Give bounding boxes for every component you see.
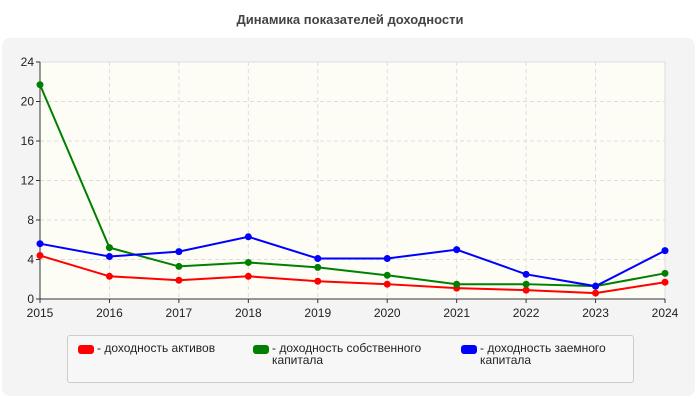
data-point: [453, 280, 461, 288]
legend-item-assets: - доходность активов: [78, 342, 257, 354]
series-line-1: [39, 84, 666, 288]
y-tick-label: 24: [21, 55, 35, 69]
data-point: [383, 255, 391, 263]
y-tick-label: 12: [21, 174, 35, 188]
data-point: [661, 269, 669, 277]
y-tick-label: 0: [27, 292, 34, 306]
y-tick-label: 16: [21, 134, 35, 148]
data-point: [522, 270, 530, 278]
legend-item-equity: - доходность собственного капитала: [253, 342, 432, 366]
x-tick-label: 2021: [443, 306, 470, 320]
data-point: [661, 278, 669, 286]
legend-swatch: [253, 345, 269, 354]
data-point: [592, 282, 600, 290]
data-point: [244, 258, 252, 266]
legend: - доходность активов - доходность собств…: [67, 335, 634, 383]
data-point: [175, 248, 183, 256]
data-point: [36, 81, 44, 89]
legend-item-debt: - доходность заемного капитала: [461, 342, 640, 366]
series-line-0: [39, 254, 666, 295]
x-tick-label: 2017: [166, 306, 193, 320]
data-point: [661, 247, 669, 255]
data-point: [244, 233, 252, 241]
x-tick-label: 2024: [652, 306, 679, 320]
data-point: [592, 289, 600, 297]
data-point: [522, 280, 530, 288]
data-point: [105, 272, 113, 280]
data-point: [383, 280, 391, 288]
legend-label: - доходность собственного капитала: [272, 341, 422, 367]
x-tick-label: 2023: [582, 306, 609, 320]
series-line-2: [39, 235, 666, 288]
data-point: [105, 244, 113, 252]
legend-swatch: [78, 345, 94, 354]
data-point: [453, 246, 461, 254]
data-point: [175, 262, 183, 270]
legend-label: - доходность активов: [97, 341, 216, 355]
data-point: [383, 271, 391, 279]
y-tick-label: 4: [27, 253, 34, 267]
data-point: [36, 252, 44, 260]
data-point: [175, 276, 183, 284]
x-tick-label: 2015: [27, 306, 54, 320]
x-tick-label: 2016: [96, 306, 123, 320]
data-point: [36, 240, 44, 248]
legend-swatch: [461, 345, 477, 354]
data-point: [314, 263, 322, 271]
y-tick-label: 20: [21, 95, 35, 109]
x-tick-label: 2018: [235, 306, 262, 320]
legend-label: - доходность заемного капитала: [480, 341, 606, 367]
x-tick-label: 2022: [513, 306, 540, 320]
data-point: [105, 253, 113, 261]
data-point: [522, 286, 530, 294]
chart-title: Динамика показателей доходности: [236, 12, 464, 27]
data-point: [314, 277, 322, 285]
data-point: [244, 272, 252, 280]
x-tick-label: 2020: [374, 306, 401, 320]
x-tick-label: 2019: [304, 306, 331, 320]
y-tick-label: 8: [27, 213, 34, 227]
data-point: [314, 255, 322, 263]
